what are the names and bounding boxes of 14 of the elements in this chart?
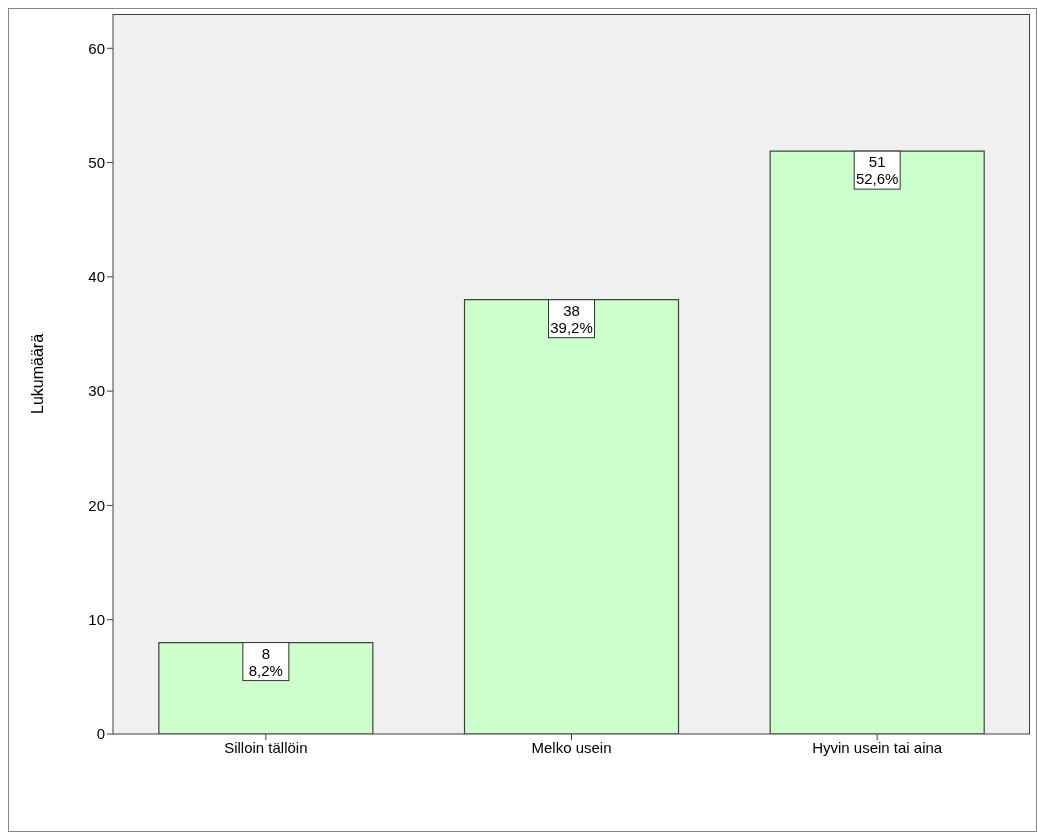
y-tick-label: 10 xyxy=(88,611,105,629)
y-tick-label: 60 xyxy=(88,39,105,57)
data-label: 51 52,6% xyxy=(855,153,899,188)
y-axis-title: Lukumäärä xyxy=(28,333,46,415)
x-tick-label: Silloin tällöin xyxy=(224,738,308,756)
y-tick-label: 30 xyxy=(88,382,105,400)
data-label: 8 8,2% xyxy=(248,644,283,679)
y-tick-label: 50 xyxy=(88,153,105,171)
x-tick-label: Melko usein xyxy=(531,738,612,756)
y-tick-label: 0 xyxy=(96,725,105,743)
y-tick-label: 40 xyxy=(88,268,105,286)
data-label: 38 39,2% xyxy=(550,301,593,336)
x-tick-label: Hyvin usein tai aina xyxy=(812,738,943,756)
y-tick-label: 20 xyxy=(88,496,105,514)
